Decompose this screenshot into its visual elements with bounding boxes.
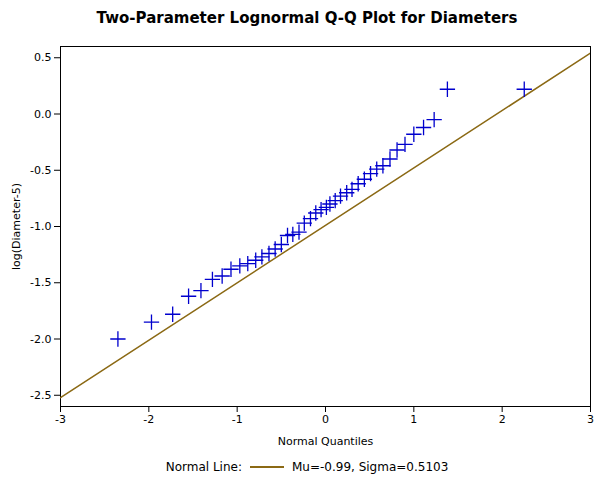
- svg-text:1: 1: [410, 413, 417, 426]
- html-text:Two-Parameter Lognormal Q-Q Pl: Two-Parameter Lognormal Q-Q Plot for Dia…: [96, 9, 518, 27]
- svg-text:-1.5: -1.5: [30, 276, 51, 289]
- svg-text:0.5: 0.5: [34, 51, 52, 64]
- svg-text:-1.0: -1.0: [30, 220, 51, 233]
- svg-text:log(Diameter-5): log(Diameter-5): [10, 183, 23, 270]
- svg-text:3: 3: [587, 413, 594, 426]
- svg-text:2: 2: [499, 413, 506, 426]
- svg-text:-0.5: -0.5: [30, 164, 51, 177]
- svg-text:0.0: 0.0: [34, 108, 52, 121]
- svg-text:-2: -2: [143, 413, 154, 426]
- html-text:Mu=-0.99, Sigma=0.5103: Mu=-0.99, Sigma=0.5103: [292, 460, 449, 474]
- svg-text:-1: -1: [232, 413, 243, 426]
- svg-text:-2.0: -2.0: [30, 333, 51, 346]
- svg-text:-2.5: -2.5: [30, 389, 51, 402]
- svg-text:-3: -3: [55, 413, 66, 426]
- svg-text:0: 0: [322, 413, 329, 426]
- html-text:Normal Line:: Normal Line:: [165, 460, 242, 474]
- svg-text:Normal Quantiles: Normal Quantiles: [278, 435, 374, 448]
